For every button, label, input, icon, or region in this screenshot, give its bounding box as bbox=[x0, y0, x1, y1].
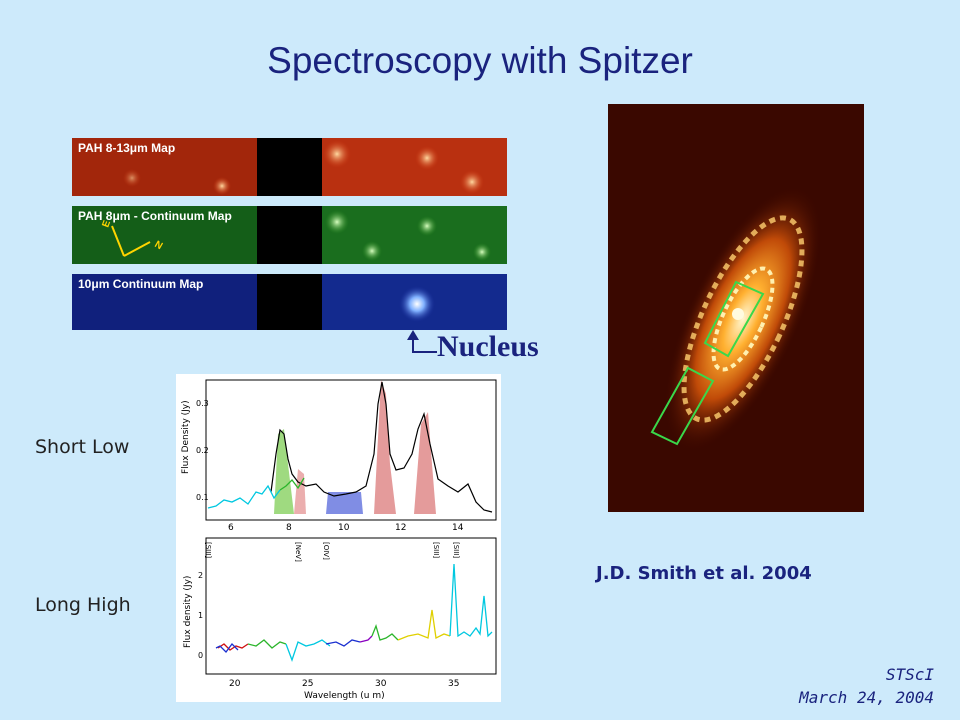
pah-continuum-map-image: E N bbox=[72, 206, 507, 264]
lh-line-label: [SIII] bbox=[452, 542, 460, 558]
continuum-map-label: 10μm Continuum Map bbox=[78, 277, 204, 291]
lh-line-label: [NeV] bbox=[294, 542, 302, 562]
compass-north-label: N bbox=[153, 239, 165, 252]
short-low-spectrum-plot: Flux Density (Jy) 0.1 0.2 0.3 6 8 10 12 … bbox=[176, 374, 501, 536]
pah-continuum-map-label: PAH 8μm - Continuum Map bbox=[78, 209, 232, 223]
short-low-label: Short Low bbox=[35, 436, 130, 458]
sl-xtick: 8 bbox=[286, 523, 292, 533]
sl-ylabel: Flux Density (Jy) bbox=[181, 400, 191, 474]
lh-line-label: [OIV] bbox=[322, 542, 330, 560]
continuum-map-panel: 10μm Continuum Map bbox=[72, 274, 507, 330]
long-high-spectrum-plot: Flux density (Jy) 0 1 2 20 25 30 35 Wave… bbox=[176, 536, 501, 702]
sl-hatched-features bbox=[274, 380, 436, 514]
lh-xtick: 30 bbox=[375, 679, 387, 689]
sl-ytick: 0.3 bbox=[196, 399, 209, 408]
nucleus-label: Nucleus bbox=[437, 330, 539, 363]
sl-xtick: 12 bbox=[395, 523, 406, 533]
footer-date: March 24, 2004 bbox=[799, 688, 934, 707]
compass-east-label: E bbox=[100, 219, 113, 229]
lh-ytick: 2 bbox=[198, 571, 203, 580]
sl-xtick: 10 bbox=[338, 523, 350, 533]
sl-green-segment bbox=[279, 477, 305, 491]
compass-icon bbox=[111, 225, 151, 257]
slide-title: Spectroscopy with Spitzer bbox=[267, 40, 693, 81]
lh-xtick: 35 bbox=[448, 679, 459, 689]
sl-ytick: 0.2 bbox=[196, 446, 209, 455]
lh-line-label: [SIII] bbox=[432, 542, 440, 558]
credit-text: J.D. Smith et al. 2004 bbox=[596, 563, 812, 584]
slit-outline bbox=[650, 280, 765, 446]
sl-cyan-segment bbox=[207, 484, 281, 509]
lh-ylabel: Flux density (Jy) bbox=[183, 576, 193, 648]
lh-ytick: 0 bbox=[198, 651, 203, 660]
sl-xtick: 6 bbox=[228, 523, 234, 533]
lh-ytick: 1 bbox=[198, 611, 203, 620]
footer-org: STScI bbox=[885, 665, 934, 684]
galaxy-image bbox=[608, 104, 864, 512]
pah-map-panel: PAH 8-13μm Map bbox=[72, 138, 507, 196]
lh-xlabel: Wavelength (u m) bbox=[304, 691, 385, 701]
pah-map-image bbox=[72, 138, 507, 196]
sl-spectrum-line bbox=[270, 381, 493, 513]
pah-map-label: PAH 8-13μm Map bbox=[78, 141, 176, 155]
sl-ytick: 0.1 bbox=[196, 493, 209, 502]
nucleus-arrow-icon bbox=[407, 330, 437, 353]
long-high-label: Long High bbox=[35, 594, 131, 616]
continuum-map-image bbox=[72, 274, 507, 330]
lh-xtick: 25 bbox=[302, 679, 313, 689]
lh-xtick: 20 bbox=[229, 679, 241, 689]
lh-line-label: [SIII] bbox=[204, 542, 212, 558]
pah-continuum-map-panel: E N PAH 8μm - Continuum Map bbox=[72, 206, 507, 264]
sl-xtick: 14 bbox=[452, 523, 464, 533]
lh-spectrum-lines bbox=[215, 563, 493, 662]
